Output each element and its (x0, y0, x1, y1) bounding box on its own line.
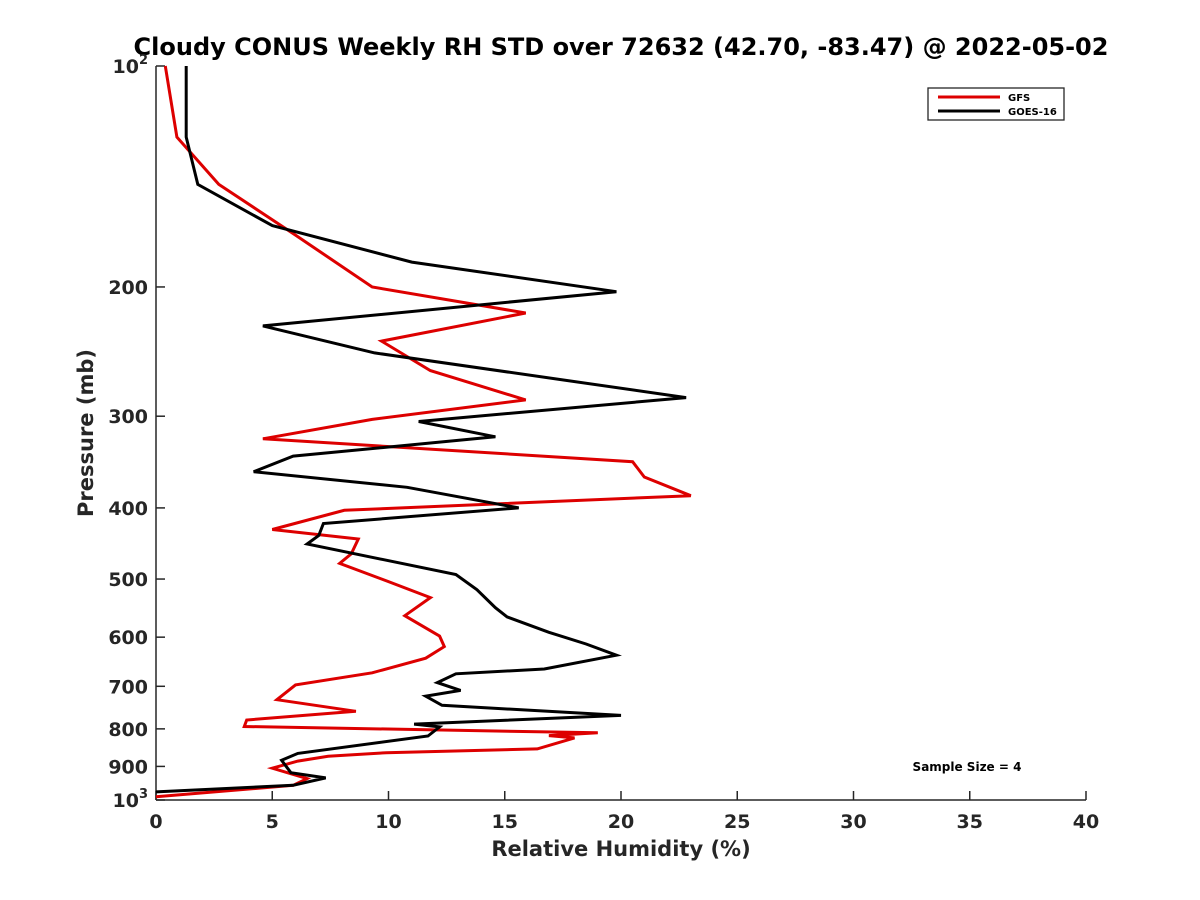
y-tick-label: 500 (108, 569, 148, 591)
y-tick-label: 300 (108, 406, 148, 428)
x-tick-label: 5 (266, 811, 279, 833)
legend-box (927, 87, 1065, 121)
sample-size-annotation: Sample Size = 4 (913, 760, 1022, 774)
x-tick-label: 20 (608, 811, 634, 833)
y-tick-label: 103 (113, 787, 149, 812)
series-line-goes-16 (155, 66, 687, 794)
x-tick-label: 10 (375, 811, 401, 833)
legend-label: GOES-16 (1008, 107, 1057, 118)
y-tick-label: 102 (113, 53, 149, 78)
x-tick-label: 30 (840, 811, 866, 833)
x-tick-label: 35 (957, 811, 983, 833)
y-axis-label: Pressure (mb) (74, 349, 98, 517)
x-tick-label: 40 (1073, 811, 1099, 833)
y-tick-label: 600 (108, 627, 148, 649)
y-tick-label: 400 (108, 498, 148, 520)
x-tick-label: 0 (149, 811, 162, 833)
series-line-gfs (155, 65, 692, 799)
y-tick-label: 700 (108, 676, 148, 698)
x-axis-label: Relative Humidity (%) (491, 837, 750, 861)
legend: GFS GOES-16 (927, 87, 1065, 121)
plot-area: 0 5 10 15 20 25 30 35 40 102 200 300 400 500 600 700 800… (108, 53, 1099, 833)
x-tick-label: 25 (724, 811, 750, 833)
x-tick-label: 15 (492, 811, 518, 833)
y-tick-label: 200 (108, 277, 148, 299)
y-tick-label: 800 (108, 719, 148, 741)
legend-label: GFS (1008, 93, 1030, 104)
chart-title: Cloudy CONUS Weekly RH STD over 72632 (4… (134, 33, 1109, 61)
y-tick-label: 900 (108, 756, 148, 778)
